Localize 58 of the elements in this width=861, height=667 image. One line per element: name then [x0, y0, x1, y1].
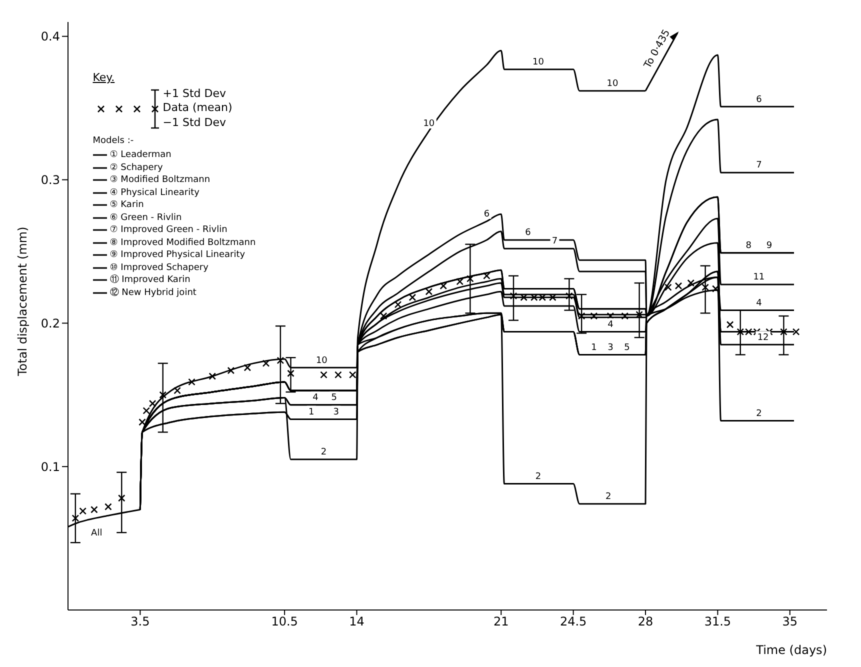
annotation: 10 [532, 57, 544, 68]
annotation: Key. [92, 71, 116, 85]
annotation: 10 [606, 78, 618, 89]
annotation: 2 [320, 448, 327, 458]
annotation: 4 [312, 393, 319, 404]
annotation: 3 [608, 342, 614, 353]
legend-label: ④ Physical Linearity [110, 186, 200, 200]
legend-title: Models :- [92, 134, 135, 148]
legend-label: ⑤ Karin [110, 199, 144, 212]
annotation: −1 Std Dev [162, 116, 227, 130]
annotation: 4 [608, 320, 614, 330]
annotation: 6 [756, 94, 762, 105]
annotation: All [91, 528, 102, 539]
x-tick-label: 28 [638, 614, 654, 629]
x-tick-label: 31.5 [704, 614, 732, 629]
x-tick-label: 24.5 [560, 614, 587, 629]
y-tick-label: 0.4 [40, 30, 60, 44]
annotation: 12 [757, 332, 769, 343]
x-tick-label: 21 [493, 614, 509, 629]
annotation: 9 [766, 241, 772, 252]
annotation: 4 [756, 298, 762, 308]
y-tick-label: 0.3 [40, 173, 60, 188]
annotation: 1 [591, 342, 597, 353]
x-tick-label: 10.5 [271, 614, 298, 629]
annotation: 1 [308, 407, 314, 418]
annotation: +1 Std Dev [162, 86, 227, 100]
legend-label: ⑪ Improved Karin [110, 274, 190, 287]
y-tick-label: 0.2 [40, 316, 60, 330]
legend-label: Data (mean) [162, 101, 232, 115]
x-tick-label: 3.5 [130, 614, 150, 629]
annotation: 6 [525, 228, 532, 238]
annotation: 7 [756, 160, 762, 171]
x-axis-title: Time (days) [755, 643, 827, 657]
annotation: 2 [756, 408, 762, 419]
y-tick-label: 0.1 [40, 460, 60, 474]
legend-label: ① Leaderman [110, 149, 172, 162]
annotation: 6 [484, 209, 490, 220]
annotation: 5 [331, 393, 337, 404]
y-axis-title: Total displacement (mm) [15, 226, 30, 377]
legend-label: ⑧ Improved Modified Boltzmann [110, 236, 256, 250]
annotation: 11 [753, 272, 765, 283]
legend-label: ③ Modified Boltzmann [110, 174, 210, 187]
annotation: 8 [746, 241, 752, 252]
annotation: 10 [423, 119, 435, 130]
annotation: 10 [316, 356, 328, 366]
legend-label: ⑦ Improved Green - Rivlin [110, 224, 228, 237]
annotation: 5 [624, 342, 630, 353]
legend-label: ② Schapery [110, 162, 163, 174]
annotation: 7 [552, 236, 558, 247]
annotation: 2 [535, 472, 542, 482]
legend-label: ⑩ Improved Schapery [110, 262, 208, 274]
legend-label: ⑥ Green - Rivlin [110, 212, 182, 224]
x-tick-label: 35 [782, 614, 798, 629]
legend-label: ⑫ New Hybrid joint [110, 286, 196, 300]
x-tick-label: 14 [349, 614, 364, 629]
annotation: 2 [606, 492, 612, 502]
legend-label: ⑨ Improved Physical Linearity [110, 249, 246, 262]
annotation: 3 [333, 407, 339, 418]
